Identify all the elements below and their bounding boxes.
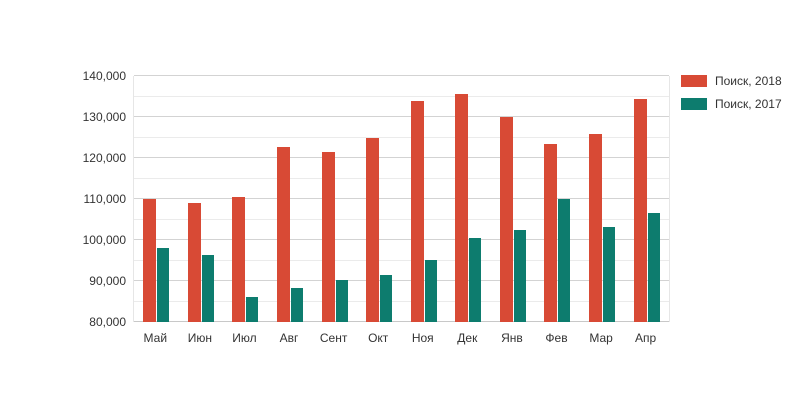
gridline — [134, 95, 669, 97]
bar-group-ноя — [401, 76, 446, 322]
gridline — [134, 300, 669, 302]
bar-2017-сент[interactable] — [335, 279, 348, 322]
gridline — [134, 136, 669, 138]
y-tick-label: 120,000 — [82, 151, 126, 165]
bar-groups — [134, 76, 669, 322]
x-tick-label: Окт — [368, 331, 389, 345]
y-tick-label: 90,000 — [89, 274, 126, 288]
gridline — [134, 280, 669, 281]
bar-2017-дек[interactable] — [469, 238, 482, 322]
legend-item-2017[interactable]: Поиск, 2017 — [681, 97, 782, 111]
bar-group-апр — [624, 76, 669, 322]
gridline — [134, 198, 669, 199]
bar-2017-ноя[interactable] — [424, 260, 437, 322]
bar-group-окт — [357, 76, 402, 322]
bar-2018-сент[interactable] — [321, 151, 335, 322]
bar-2017-янв[interactable] — [513, 230, 526, 322]
plot-area — [133, 75, 670, 322]
bar-group-сент — [312, 76, 357, 322]
x-tick-label: Фев — [545, 331, 568, 345]
bar-group-май — [134, 76, 179, 322]
legend-label-2018: Поиск, 2018 — [715, 74, 782, 88]
bar-group-июл — [223, 76, 268, 322]
bar-2017-мар[interactable] — [603, 226, 616, 322]
gridline — [134, 239, 669, 240]
x-tick-label: Май — [143, 331, 168, 345]
bar-2018-фев[interactable] — [544, 143, 558, 322]
bar-2018-июн[interactable] — [187, 203, 201, 322]
gridline — [134, 116, 669, 117]
bar-2018-дек[interactable] — [455, 94, 469, 322]
bar-2018-ноя[interactable] — [410, 101, 424, 322]
y-tick-label: 80,000 — [89, 315, 126, 329]
y-tick-label: 100,000 — [82, 233, 126, 247]
x-tick-label: Июн — [187, 331, 212, 345]
gridline — [134, 177, 669, 179]
legend-label-2017: Поиск, 2017 — [715, 97, 782, 111]
x-tick-label: Авг — [279, 331, 299, 345]
bar-group-авг — [268, 76, 313, 322]
gridline — [134, 157, 669, 158]
gridline — [134, 75, 669, 76]
y-tick-label: 130,000 — [82, 110, 126, 124]
x-tick-label: Мар — [589, 331, 613, 345]
y-tick-label: 110,000 — [83, 192, 127, 206]
x-tick-label: Сент — [319, 331, 348, 345]
bar-2018-июл[interactable] — [232, 197, 246, 322]
bar-group-дек — [446, 76, 491, 322]
legend-item-2018[interactable]: Поиск, 2018 — [681, 74, 782, 88]
bar-2017-окт[interactable] — [380, 274, 393, 322]
y-tick-label: 140,000 — [82, 69, 126, 83]
gridline — [134, 218, 669, 220]
bar-2017-июн[interactable] — [201, 255, 214, 322]
bar-2017-авг[interactable] — [291, 287, 304, 322]
legend: Поиск, 2018 Поиск, 2017 — [681, 74, 782, 120]
bar-group-июн — [179, 76, 224, 322]
bar-group-янв — [491, 76, 536, 322]
x-axis-line — [134, 321, 669, 322]
bar-2018-янв[interactable] — [499, 117, 513, 322]
bar-2018-мар[interactable] — [589, 134, 603, 322]
bar-group-фев — [535, 76, 580, 322]
bar-2018-апр[interactable] — [633, 99, 647, 322]
legend-swatch-2018 — [681, 75, 707, 87]
x-tick-label: Янв — [501, 331, 523, 345]
legend-swatch-2017 — [681, 98, 707, 110]
x-tick-label: Апр — [635, 331, 657, 345]
bar-2017-апр[interactable] — [647, 212, 660, 322]
bar-2017-июл[interactable] — [246, 297, 259, 322]
bar-group-мар — [580, 76, 625, 322]
x-tick-label: Июл — [232, 331, 257, 345]
bar-2017-фев[interactable] — [558, 199, 571, 322]
x-tick-label: Дек — [457, 331, 478, 345]
bar-2018-окт[interactable] — [366, 138, 380, 322]
x-axis-labels: Май Июн Июл Авг Сент Окт Ноя Дек Янв Фев Мар Апр — [133, 331, 668, 345]
bar-2018-май[interactable] — [143, 199, 157, 322]
bar-2018-авг[interactable] — [277, 147, 291, 322]
gridline — [134, 259, 669, 261]
x-tick-label: Ноя — [411, 331, 434, 345]
bar-2017-май[interactable] — [157, 247, 170, 322]
